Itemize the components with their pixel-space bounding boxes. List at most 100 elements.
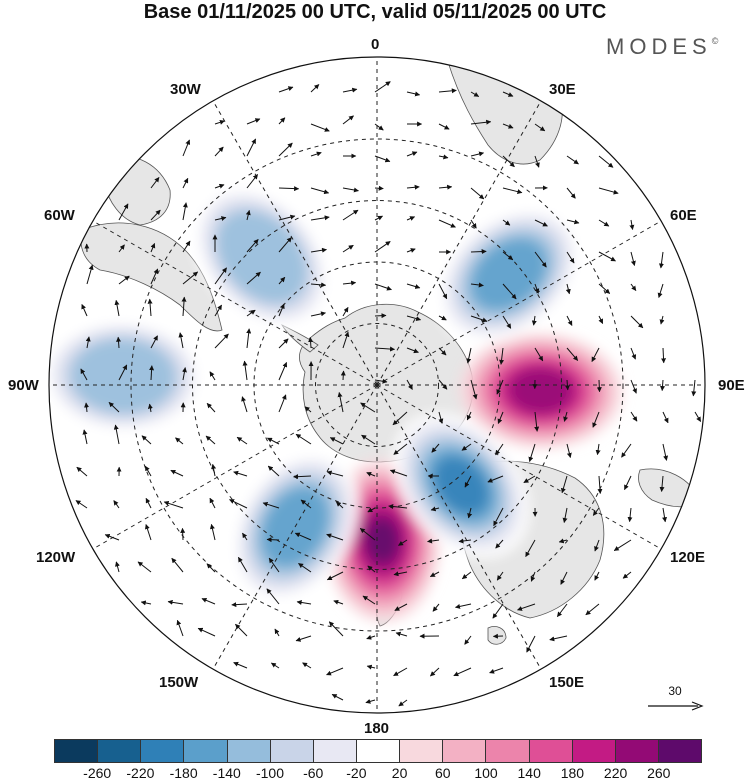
wind-arrow (241, 396, 248, 413)
wind-arrow (310, 311, 326, 317)
wind-arrow (598, 219, 610, 227)
brand-logo: MODES© (606, 34, 718, 60)
wind-arrow (430, 506, 440, 512)
wind-arrow (267, 465, 280, 477)
wind-arrow (298, 563, 312, 573)
wind-arrow (245, 209, 251, 221)
wind-arrow (326, 667, 344, 676)
wind-arrow (406, 184, 420, 190)
wind-arrow (278, 237, 292, 253)
wind-arrow (214, 333, 229, 349)
wind-arrow (534, 123, 546, 132)
wind-arrow (246, 271, 261, 285)
wind-arrow (302, 662, 312, 669)
chart-title: Base 01/11/2025 00 UTC, valid 05/11/2025… (143, 1, 607, 23)
wind-arrow (182, 139, 191, 157)
wind-arrow (170, 469, 184, 477)
wind-arrow (340, 370, 346, 381)
wind-arrow (466, 411, 472, 421)
wind-arrow (438, 379, 448, 390)
wind-vectors (75, 81, 702, 707)
wind-arrow (214, 183, 225, 189)
wind-arrow (657, 283, 664, 299)
wind-arrow (233, 661, 248, 669)
wind-arrow (562, 507, 568, 524)
meridian-line (92, 220, 378, 386)
wind-arrow (374, 185, 384, 191)
wind-arrow (564, 379, 570, 391)
wind-arrow (326, 470, 344, 477)
wind-arrow (342, 280, 357, 286)
wind-arrow (246, 239, 259, 253)
wind-arrow (115, 561, 120, 573)
wind-arrow (427, 538, 440, 544)
anomaly-shading (49, 184, 623, 623)
wind-arrow (530, 571, 536, 582)
wind-arrow (209, 497, 216, 509)
wind-arrow (310, 215, 330, 221)
meridian-line (212, 100, 378, 386)
wind-arrow (266, 588, 280, 605)
wind-arrow (630, 283, 637, 292)
wind-arrow (150, 209, 161, 221)
wind-arrow (197, 627, 216, 637)
wind-arrow (596, 379, 602, 393)
wind-arrow (182, 271, 199, 285)
wind-arrow (566, 443, 572, 459)
colorbar-ticks: -260 -220 -180 -140 -100 -60 -20 20 60 100 140 180 2… (0, 765, 750, 783)
negative-center-tasman (434, 456, 489, 515)
wind-arrow (310, 247, 327, 253)
reference-vector-value: 30 (668, 684, 682, 698)
wind-arrow (82, 429, 88, 445)
wind-arrow (374, 123, 384, 131)
map-border (48, 56, 706, 714)
wind-arrow (206, 563, 216, 573)
wind-arrow (470, 379, 478, 400)
wind-arrow (438, 154, 449, 160)
wind-arrow (331, 693, 344, 701)
wind-arrow (374, 346, 396, 352)
wind-arrow (246, 309, 256, 317)
wind-arrow (497, 411, 504, 424)
wind-arrow (662, 411, 669, 424)
wind-arrow (266, 537, 280, 543)
wind-arrow (630, 411, 638, 422)
wind-arrow (662, 507, 668, 523)
wind-arrow (585, 603, 600, 616)
wind-arrow (374, 313, 387, 319)
wind-arrow (461, 443, 472, 451)
wind-arrow (231, 602, 248, 608)
wind-arrow (294, 532, 312, 541)
wind-arrow (176, 619, 184, 637)
wind-arrow (660, 379, 666, 392)
lon-label-30e: 30E (549, 81, 576, 98)
latitude-circle (315, 323, 439, 447)
wind-arrow (534, 219, 548, 227)
wind-arrow (466, 347, 472, 364)
reference-vector: 30 (646, 684, 704, 712)
wind-arrow (278, 362, 288, 381)
wind-arrow (374, 283, 392, 291)
wind-arrow (326, 571, 344, 581)
wind-arrow (229, 499, 248, 509)
colorbar-segment (184, 740, 228, 762)
wind-arrow (150, 268, 159, 285)
colorbar-tick-label: 220 (603, 765, 628, 781)
wind-arrow (144, 465, 152, 477)
wind-arrow (295, 433, 312, 445)
wind-arrow (594, 571, 600, 581)
wind-arrow (80, 368, 88, 381)
lon-label-0: 0 (371, 36, 380, 53)
wind-arrow (624, 475, 632, 491)
wind-arrow (429, 571, 440, 578)
wind-arrow (147, 298, 153, 317)
wind-arrow (630, 315, 644, 329)
wind-arrow (470, 151, 485, 157)
wind-arrow (489, 667, 504, 674)
meridian-line (376, 100, 542, 386)
wind-arrow (310, 282, 327, 288)
wind-arrow (328, 621, 344, 637)
wind-arrow (594, 539, 600, 552)
wind-arrow (438, 88, 457, 94)
wind-arrow (630, 379, 637, 394)
